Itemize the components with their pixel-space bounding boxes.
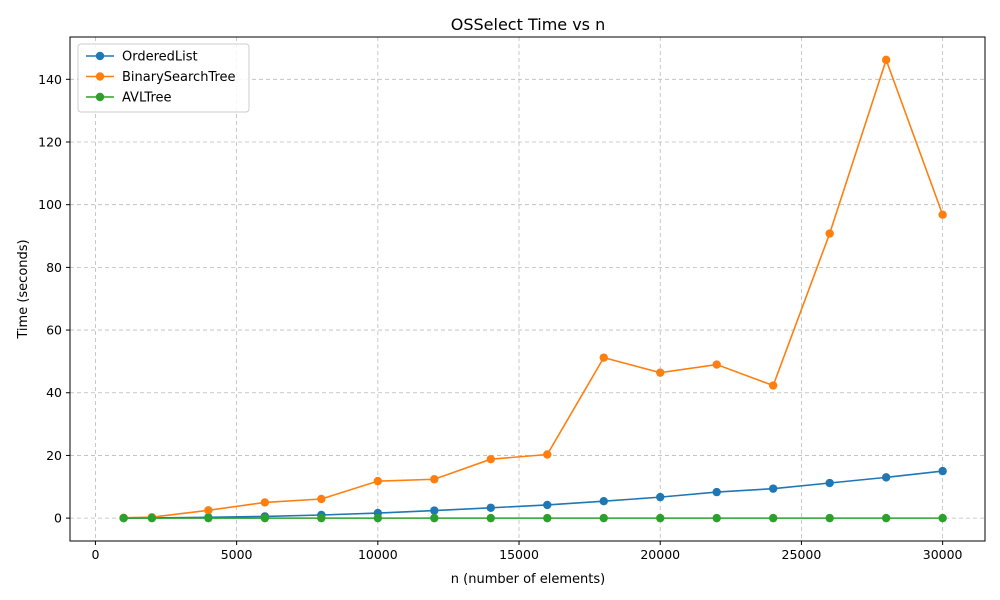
data-point-binarysearchtree [825, 229, 834, 238]
y-tick-label: 40 [46, 385, 62, 400]
data-point-avltree [317, 513, 326, 523]
x-tick-label: 30000 [923, 547, 963, 562]
data-point-avltree [656, 513, 665, 523]
chart-title: OSSelect Time vs n [451, 15, 605, 34]
data-point-orderedlist [656, 492, 665, 502]
data-point-avltree [825, 513, 834, 523]
legend-marker-binarysearchtree [95, 72, 105, 81]
legend-frame [77, 43, 250, 113]
y-tick-label: 0 [54, 511, 62, 526]
y-tick-label: 100 [38, 197, 62, 212]
legend-marker-avltree [95, 92, 105, 102]
data-point-binarysearchtree [260, 498, 270, 507]
x-axis-label: n (number of elements) [451, 572, 605, 587]
data-point-binarysearchtree [543, 450, 552, 459]
y-axis-label: Time (seconds) [16, 239, 31, 339]
data-point-binarysearchtree [430, 475, 439, 484]
data-point-binarysearchtree [599, 353, 608, 362]
data-point-orderedlist [599, 496, 608, 506]
data-point-avltree [486, 513, 495, 523]
y-tick-label: 120 [38, 135, 62, 150]
data-point-avltree [712, 513, 721, 523]
series-group [119, 55, 947, 523]
x-tick-label: 15000 [499, 547, 539, 562]
series-line-orderedlist [123, 470, 943, 519]
data-point-avltree [543, 513, 552, 523]
series-line-binarysearchtree [123, 57, 944, 519]
y-axis: 0 20 40 60 80 100 120 140 [38, 72, 70, 526]
data-point-avltree [204, 513, 213, 523]
data-point-binarysearchtree [768, 381, 778, 390]
data-point-avltree [938, 513, 947, 523]
data-point-binarysearchtree [204, 506, 213, 515]
data-point-orderedlist [825, 478, 834, 488]
data-point-orderedlist [881, 473, 891, 482]
data-point-binarysearchtree [317, 494, 326, 504]
data-point-avltree [373, 513, 383, 523]
data-point-avltree [147, 513, 157, 523]
y-tick-label: 140 [38, 72, 62, 87]
data-point-orderedlist [938, 466, 947, 476]
legend-label-orderedlist: OrderedList [122, 50, 198, 65]
data-point-binarysearchtree [938, 210, 947, 219]
legend-label-binarysearchtree: BinarySearchTree [122, 70, 236, 85]
data-point-binarysearchtree [486, 454, 495, 464]
data-point-avltree [768, 513, 778, 523]
data-point-orderedlist [430, 506, 439, 515]
data-point-binarysearchtree [712, 360, 721, 369]
x-tick-label: 0 [91, 547, 99, 562]
data-point-binarysearchtree [373, 476, 383, 486]
grid [70, 37, 985, 541]
data-point-binarysearchtree [656, 368, 665, 377]
data-point-orderedlist [768, 484, 778, 493]
data-point-avltree [599, 513, 608, 523]
data-point-orderedlist [543, 500, 552, 510]
data-point-avltree [881, 513, 891, 523]
x-tick-label: 5000 [221, 547, 253, 562]
x-tick-label: 20000 [640, 547, 680, 562]
y-tick-label: 60 [46, 323, 62, 338]
data-point-avltree [260, 513, 270, 523]
data-point-orderedlist [712, 487, 721, 497]
y-tick-label: 20 [46, 448, 62, 463]
data-point-avltree [430, 513, 439, 523]
legend-marker-orderedlist [95, 51, 105, 61]
legend-label-avltree: AVLTree [122, 91, 172, 106]
data-point-binarysearchtree [881, 55, 891, 65]
legend: OrderedList BinarySearchTree AVLTree [77, 43, 250, 113]
plot-frame [69, 36, 986, 542]
data-point-orderedlist [486, 503, 495, 512]
y-tick-label: 80 [46, 260, 62, 275]
x-tick-label: 10000 [358, 547, 398, 562]
x-tick-label: 25000 [782, 547, 822, 562]
x-axis: 0 5000 10000 15000 20000 25000 30000 [91, 541, 963, 562]
data-point-avltree [119, 513, 128, 523]
